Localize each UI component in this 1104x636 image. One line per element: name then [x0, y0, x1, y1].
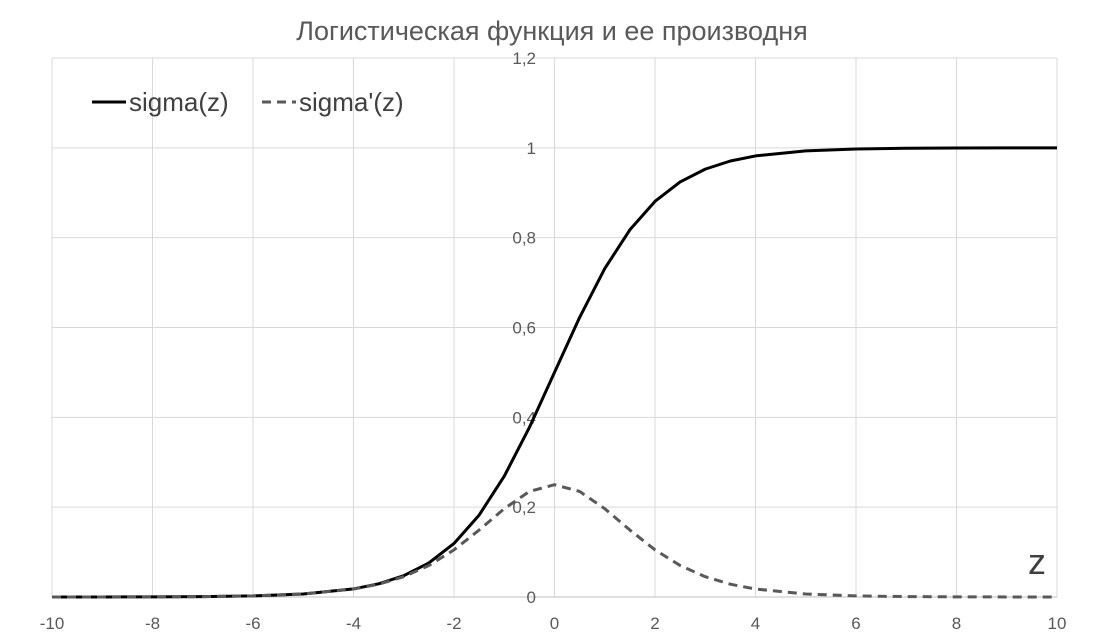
x-tick-label: -2 [446, 614, 461, 633]
legend: sigma(z) sigma'(z) [92, 87, 404, 117]
x-tick-label: -10 [40, 614, 65, 633]
series-lines [51, 146, 1058, 599]
x-tick-label: -4 [346, 614, 361, 633]
chart-title: Логистическая функция и ее производня [296, 16, 808, 46]
x-tick-label: 0 [550, 614, 559, 633]
y-tick-labels: 00,20,40,60,811,2 [512, 49, 536, 607]
series-line-sigma [51, 146, 1058, 599]
x-tick-label: 10 [1048, 614, 1067, 633]
y-tick-label: 0 [527, 588, 536, 607]
gridlines [51, 57, 1058, 598]
y-tick-label: 1,2 [512, 49, 536, 68]
legend-label-sigma: sigma(z) [129, 87, 229, 117]
y-tick-label: 0,6 [512, 319, 536, 338]
x-tick-label: 4 [751, 614, 760, 633]
x-tick-labels: -10 -8 -6 -4 -2 0 2 4 6 8 10 [40, 614, 1067, 633]
x-tick-label: -8 [145, 614, 160, 633]
x-tick-label: -6 [245, 614, 260, 633]
y-tick-label: 1 [527, 139, 536, 158]
series-line-sigma-prime [51, 483, 1058, 599]
x-tick-label: 2 [650, 614, 659, 633]
x-tick-label: 8 [952, 614, 961, 633]
x-axis-label: z [1028, 541, 1046, 582]
y-tick-label: 0,8 [512, 229, 536, 248]
legend-label-sigma-prime: sigma'(z) [299, 87, 404, 117]
y-tick-label: 0,2 [512, 498, 536, 517]
x-tick-label: 6 [851, 614, 860, 633]
